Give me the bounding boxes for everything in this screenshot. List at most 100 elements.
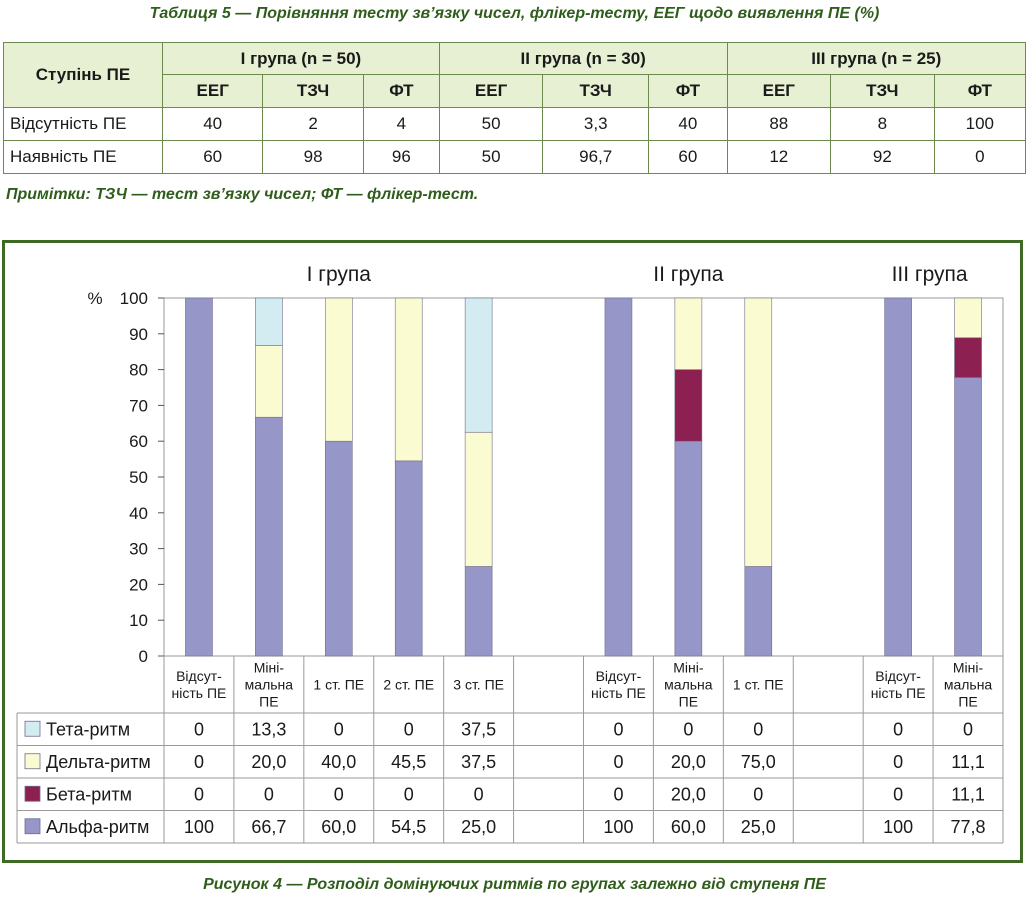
group-title: I група <box>307 263 372 286</box>
subcol-header: ЕЕГ <box>726 74 832 108</box>
bar-segment <box>255 297 283 346</box>
legend-label: Бета-ритм <box>46 784 132 804</box>
y-tick-label: 20 <box>129 575 148 594</box>
table-cell: 50 <box>438 140 544 174</box>
category-label: мальна <box>944 677 993 693</box>
category-label: Міні- <box>953 660 984 676</box>
table-cell: 3,3 <box>542 107 650 141</box>
group-title: II група <box>653 263 723 286</box>
data-label: 75,0 <box>741 752 776 772</box>
legend-swatch <box>24 720 41 737</box>
table-cell: 92 <box>830 140 935 174</box>
y-tick-label: 30 <box>129 540 148 559</box>
y-tick-label: 10 <box>129 611 148 630</box>
figure-frame <box>2 240 1023 863</box>
subcol-header: ТЗЧ <box>542 74 650 108</box>
data-label: 20,0 <box>671 784 706 804</box>
y-tick-label: 50 <box>129 468 148 487</box>
bar-segment <box>324 297 353 442</box>
bar-segment <box>255 416 283 657</box>
data-label: 0 <box>334 784 344 804</box>
legend-swatch <box>24 753 41 770</box>
data-label: 0 <box>613 784 623 804</box>
data-label: 0 <box>753 719 763 739</box>
legend-swatch <box>24 818 41 835</box>
data-label: 66,7 <box>251 817 286 837</box>
plot-area <box>163 297 1004 657</box>
row-label: Наявність ПЕ <box>3 140 163 174</box>
y-tick-label: 0 <box>139 647 148 666</box>
category-label: ПЕ <box>679 694 698 710</box>
bar-segment <box>394 297 423 462</box>
table-row: Наявність ПЕ 60 98 96 50 96,7 60 12 92 0 <box>3 140 1027 174</box>
table-cell: 60 <box>648 140 728 174</box>
data-label: 25,0 <box>461 817 496 837</box>
group-header: III група (n = 25) <box>726 42 1027 75</box>
category-label: Міні- <box>673 660 704 676</box>
data-label: 0 <box>264 784 274 804</box>
data-label: 20,0 <box>671 752 706 772</box>
data-label: 77,8 <box>951 817 986 837</box>
legend-swatch <box>24 785 41 802</box>
category-label: Міні- <box>254 660 285 676</box>
table-cell: 96,7 <box>542 140 650 174</box>
table-caption: Таблиця 5 — Порівняння тесту зв’язку чис… <box>149 5 880 22</box>
comparison-table: Ступінь ПЕ I група (n = 50) II група (n … <box>3 42 1027 174</box>
y-axis-label: % <box>87 289 102 308</box>
subcol-header: ЕЕГ <box>438 74 544 108</box>
category-label: 1 ст. ПЕ <box>733 677 784 693</box>
bar-segment <box>464 566 493 657</box>
legend-label: Альфа-ритм <box>46 817 149 837</box>
category-label: ПЕ <box>958 694 977 710</box>
category-label: ПЕ <box>259 694 278 710</box>
data-label: 60,0 <box>321 817 356 837</box>
data-label: 37,5 <box>461 752 496 772</box>
bar-segment <box>674 297 703 370</box>
bar-segment <box>674 369 703 442</box>
table-cell: 40 <box>161 107 264 141</box>
category-label: ність ПЕ <box>172 685 227 701</box>
bar-segment <box>324 440 353 657</box>
data-label: 0 <box>963 719 973 739</box>
y-tick-label: 100 <box>120 289 148 308</box>
data-label: 100 <box>883 817 913 837</box>
legend-label: Тета-ритм <box>46 719 130 739</box>
data-label: 54,5 <box>391 817 426 837</box>
y-tick-label: 60 <box>129 432 148 451</box>
category-label: Відсут- <box>875 668 921 684</box>
table-cell: 96 <box>362 140 440 174</box>
group-header: I група (n = 50) <box>162 42 440 75</box>
table-note: Примітки: ТЗЧ — тест зв’язку чисел; ФТ —… <box>6 186 479 203</box>
figure-caption: Рисунок 4 — Розподіл домінуючих ритмів п… <box>203 876 826 893</box>
legend-label: Дельта-ритм <box>46 752 151 772</box>
data-label: 20,0 <box>251 752 286 772</box>
category-label: 1 ст. ПЕ <box>313 677 364 693</box>
bar-segment <box>744 297 773 567</box>
data-label: 45,5 <box>391 752 426 772</box>
subcol-header: ФТ <box>648 74 728 108</box>
data-label: 100 <box>603 817 633 837</box>
data-label: 0 <box>683 719 693 739</box>
bar-segment <box>255 345 283 418</box>
bar-segment <box>674 440 703 657</box>
bar-segment <box>954 377 982 657</box>
y-tick-label: 80 <box>129 361 148 380</box>
category-label: мальна <box>664 677 713 693</box>
data-label: 0 <box>334 719 344 739</box>
table-cell: 88 <box>726 107 832 141</box>
bar-segment <box>954 297 982 339</box>
table-cell: 12 <box>726 140 832 174</box>
data-label: 11,1 <box>951 784 985 804</box>
table-cell: 60 <box>161 140 264 174</box>
bar-segment <box>744 566 773 657</box>
table-cell: 0 <box>933 140 1027 174</box>
table-cell: 98 <box>262 140 364 174</box>
bar-segment <box>464 431 493 567</box>
data-label: 11,1 <box>951 752 985 772</box>
data-label: 0 <box>893 752 903 772</box>
table-cell: 4 <box>362 107 440 141</box>
category-label: Відсут- <box>596 668 642 684</box>
data-label: 0 <box>613 719 623 739</box>
category-label: Відсут- <box>176 668 222 684</box>
